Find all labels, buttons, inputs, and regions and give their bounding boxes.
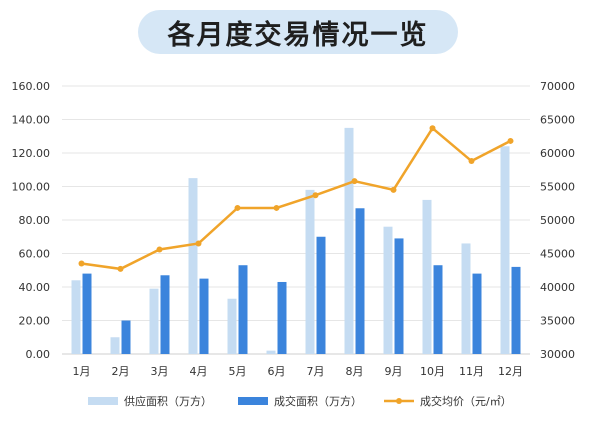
left-tick-label: 40.00: [19, 281, 51, 294]
chart-title: 各月度交易情况一览: [167, 19, 429, 51]
supply-area-bar: [383, 226, 393, 354]
category-label: 4月: [190, 365, 208, 378]
supply-area-bar: [344, 127, 354, 354]
legend-swatch: [238, 397, 268, 405]
avg-price-point: [234, 204, 241, 211]
supply-area-bar: [188, 178, 198, 354]
category-label: 12月: [498, 365, 523, 378]
avg-price-point: [429, 125, 436, 132]
right-tick-label: 40000: [540, 281, 575, 294]
left-tick-label: 120.00: [12, 147, 51, 160]
avg-price-point: [507, 137, 514, 144]
deal-area-bar: [160, 275, 170, 354]
right-tick-label: 30000: [540, 348, 575, 361]
right-axis-ticks: 30000 35000 40000 45000 50000 55000 60000 65000…: [540, 80, 575, 361]
deal-area-bar: [277, 281, 287, 354]
legend-swatch-dot: [396, 398, 402, 404]
left-axis-ticks: 0.00 20.00 40.00 60.00 80.00 100.00 120.00 140.…: [12, 80, 51, 361]
category-label: 7月: [307, 365, 325, 378]
deal-area-bar: [316, 236, 326, 354]
category-label: 11月: [459, 365, 484, 378]
legend-label: 成交均价（元/㎡）: [420, 394, 512, 408]
avg-price-point: [78, 260, 85, 267]
avg-price-point: [195, 240, 202, 247]
avg-price-point: [156, 246, 163, 253]
category-label: 3月: [151, 365, 169, 378]
legend-label: 供应面积（万方）: [124, 394, 212, 408]
category-label: 8月: [346, 365, 364, 378]
avg-price-point: [468, 158, 475, 165]
category-label: 2月: [112, 365, 130, 378]
avg-price-point: [351, 178, 358, 185]
category-label: 6月: [268, 365, 286, 378]
avg-price-point: [390, 186, 397, 193]
deal-area-bar: [472, 273, 482, 354]
price-line: [78, 125, 514, 272]
right-tick-label: 35000: [540, 315, 575, 328]
category-label: 9月: [385, 365, 403, 378]
grid-lines: [62, 85, 530, 355]
deal-area-bar: [433, 265, 443, 354]
avg-price-point: [312, 192, 319, 199]
supply-area-bar: [149, 288, 159, 354]
supply-area-bar: [461, 243, 471, 354]
deal-area-bar: [511, 266, 521, 354]
right-tick-label: 50000: [540, 214, 575, 227]
deal-area-bar: [355, 208, 365, 354]
left-tick-label: 80.00: [19, 214, 51, 227]
category-label: 1月: [73, 365, 91, 378]
avg-price-line: [81, 126, 512, 271]
left-tick-label: 20.00: [19, 315, 51, 328]
chart-title-banner: 各月度交易情况一览: [138, 10, 458, 54]
legend-label: 成交面积（万方）: [274, 394, 362, 408]
deal-area-bar: [238, 265, 248, 354]
bars: [71, 127, 521, 354]
legend-swatch: [88, 397, 118, 405]
right-tick-label: 45000: [540, 248, 575, 261]
supply-area-bar: [422, 199, 432, 354]
deal-area-bar: [121, 320, 131, 354]
avg-price-point: [117, 265, 124, 272]
supply-area-bar: [110, 337, 120, 354]
avg-price-point: [273, 204, 280, 211]
deal-area-bar: [82, 273, 92, 354]
left-tick-label: 140.00: [12, 114, 51, 127]
category-labels: 1月 2月 3月 4月 5月 6月 7月 8月 9月 10月 11月 12月: [73, 365, 524, 378]
supply-area-bar: [500, 146, 510, 354]
category-label: 10月: [420, 365, 445, 378]
left-tick-label: 100.00: [12, 181, 51, 194]
supply-area-bar: [266, 350, 276, 354]
deal-area-bar: [199, 278, 209, 354]
supply-area-bar: [227, 298, 237, 354]
category-label: 5月: [229, 365, 247, 378]
supply-area-bar: [71, 280, 81, 354]
deal-area-bar: [394, 238, 404, 354]
left-tick-label: 0.00: [26, 348, 51, 361]
left-tick-label: 60.00: [19, 248, 51, 261]
left-tick-label: 160.00: [12, 80, 51, 93]
legend: 供应面积（万方） 成交面积（万方） 成交均价（元/㎡）: [88, 394, 512, 408]
right-tick-label: 70000: [540, 80, 575, 93]
right-tick-label: 65000: [540, 114, 575, 127]
right-tick-label: 60000: [540, 147, 575, 160]
right-tick-label: 55000: [540, 181, 575, 194]
supply-area-bar: [305, 189, 315, 354]
